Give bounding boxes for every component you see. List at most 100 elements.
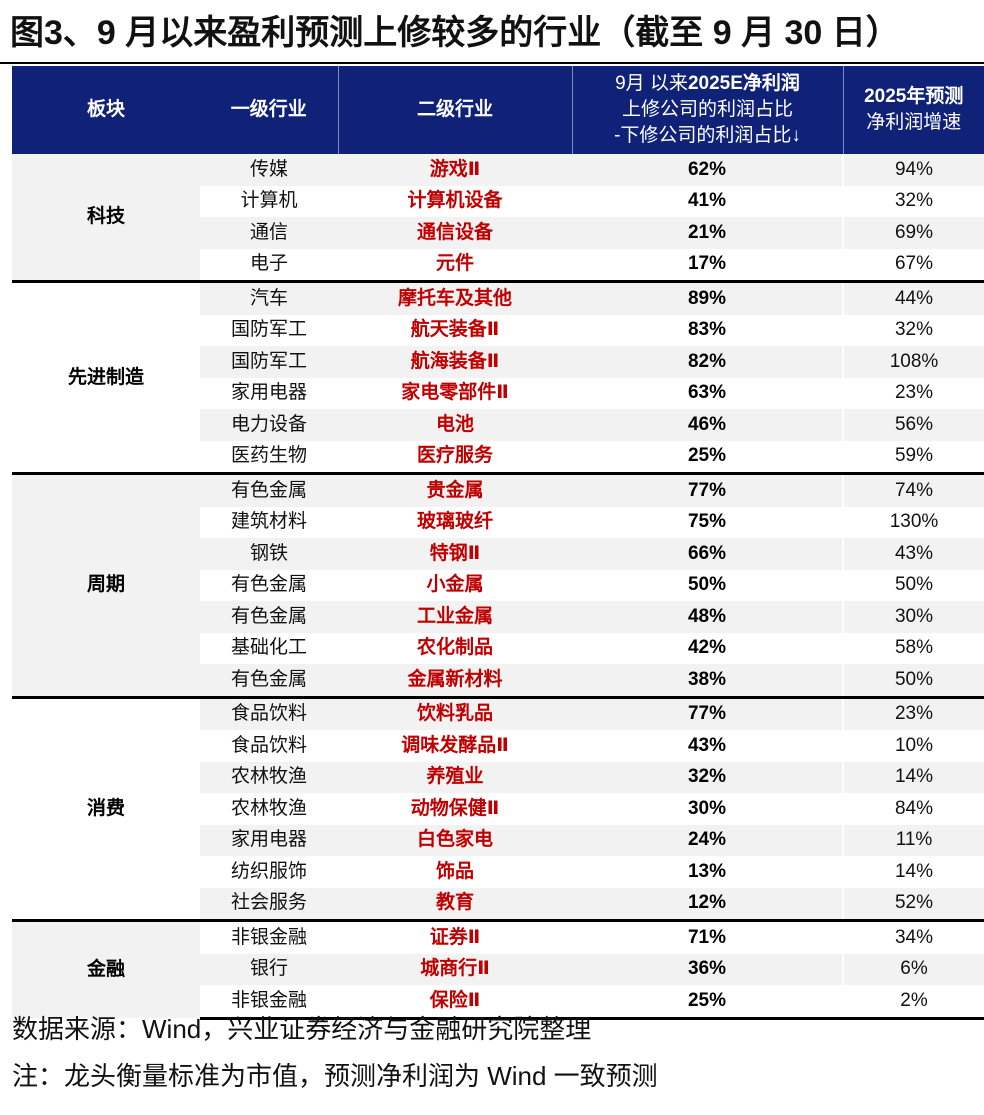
industry-l1-cell: 建筑材料 (200, 506, 338, 538)
industry-l1-cell: 钢铁 (200, 538, 338, 570)
profit-growth-cell: 52% (842, 887, 984, 921)
industry-l2-cell: 饰品 (338, 856, 572, 888)
industry-l2-cell: 饮料乳品 (338, 695, 572, 730)
profit-growth-cell: 130% (842, 506, 984, 538)
industry-l1-cell: 基础化工 (200, 632, 338, 664)
table-row: 电子 元件 17% 67% (12, 248, 984, 282)
revision-ratio-cell: 66% (572, 538, 843, 570)
industry-l2-cell: 摩托车及其他 (338, 280, 572, 315)
profit-growth-cell: 2% (842, 985, 984, 1020)
revision-ratio-cell: 77% (572, 695, 843, 730)
industry-l2-cell: 金属新材料 (338, 664, 572, 697)
profit-growth-cell: 69% (842, 217, 984, 249)
header-revision-line2: 上修公司的利润占比 (621, 99, 793, 120)
revision-ratio-cell: 38% (572, 664, 843, 697)
industry-l1-cell: 食品饮料 (200, 730, 338, 762)
industry-l2-cell: 小金属 (338, 569, 572, 601)
revision-ratio-cell: 77% (572, 472, 843, 507)
industry-l2-cell: 农化制品 (338, 632, 572, 664)
industry-l1-cell: 计算机 (200, 185, 338, 217)
table-row: 周期 有色金属 贵金属 77% 74% (12, 472, 984, 697)
table-row: 金融 非银金融 证券Ⅱ 71% 34% (12, 919, 984, 1018)
industry-l2-cell: 证券Ⅱ (338, 919, 572, 954)
table-row: 科技 传媒 游戏Ⅱ 62% 94% (12, 154, 984, 282)
table-row: 社会服务 教育 12% 52% (12, 887, 984, 921)
industry-l1-cell: 农林牧渔 (200, 761, 338, 793)
profit-growth-cell: 44% (842, 280, 984, 315)
profit-growth-cell: 108% (842, 346, 984, 378)
revision-ratio-cell: 63% (572, 377, 843, 409)
industry-l2-cell: 玻璃玻纤 (338, 506, 572, 538)
industry-l1-cell: 医药生物 (200, 440, 338, 474)
table-row: 银行 城商行Ⅱ 36% 6% (12, 953, 984, 985)
table-row: 基础化工 农化制品 42% 58% (12, 632, 984, 664)
industry-l1-cell: 银行 (200, 953, 338, 985)
table-row: 计算机 计算机设备 41% 32% (12, 185, 984, 217)
header-revision-ratio: 9月 以来2025E净利润 上修公司的利润占比 -下修公司的利润占比↓ (571, 66, 843, 154)
revision-ratio-cell: 62% (572, 154, 843, 186)
sector-cell: 消费 (12, 695, 200, 921)
profit-growth-cell: 6% (842, 953, 984, 985)
table-row: 钢铁 特钢Ⅱ 66% 43% (12, 538, 984, 570)
data-source-note: 数据来源：Wind，兴业证券经济与金融研究院整理 (12, 1014, 592, 1044)
industry-l2-cell: 保险Ⅱ (338, 985, 572, 1020)
profit-growth-cell: 74% (842, 472, 984, 507)
header-profit-growth: 2025年预测 净利润增速 (842, 66, 984, 154)
industry-l2-cell: 游戏Ⅱ (338, 154, 572, 186)
revision-ratio-cell: 30% (572, 793, 843, 825)
industry-l1-cell: 食品饮料 (200, 695, 338, 730)
table-row: 有色金属 金属新材料 38% 50% (12, 664, 984, 697)
header-industry-l1: 一级行业 (200, 66, 338, 154)
revision-ratio-cell: 48% (572, 601, 843, 633)
table-row: 消费 食品饮料 饮料乳品 77% 23% (12, 695, 984, 921)
table-row: 农林牧渔 动物保健Ⅱ 30% 84% (12, 793, 984, 825)
profit-growth-cell: 11% (842, 824, 984, 856)
header-revision-line3: -下修公司的利润占比↓ (614, 125, 801, 146)
industry-l2-cell: 航海装备Ⅱ (338, 346, 572, 378)
industry-l2-cell: 教育 (338, 887, 572, 921)
revision-ratio-cell: 71% (572, 919, 843, 954)
revision-ratio-cell: 32% (572, 761, 843, 793)
revision-ratio-cell: 82% (572, 346, 843, 378)
table-row: 食品饮料 调味发酵品Ⅱ 43% 10% (12, 730, 984, 762)
industry-l1-cell: 传媒 (200, 154, 338, 186)
industry-l1-cell: 有色金属 (200, 664, 338, 697)
revision-ratio-cell: 50% (572, 569, 843, 601)
industry-l2-cell: 元件 (338, 248, 572, 282)
industry-l1-cell: 有色金属 (200, 569, 338, 601)
industry-l2-cell: 工业金属 (338, 601, 572, 633)
profit-growth-cell: 32% (842, 185, 984, 217)
industry-l1-cell: 非银金融 (200, 985, 338, 1020)
sector-cell: 周期 (12, 472, 200, 697)
profit-growth-cell: 23% (842, 695, 984, 730)
revision-ratio-cell: 43% (572, 730, 843, 762)
table-row: 农林牧渔 养殖业 32% 14% (12, 761, 984, 793)
revision-ratio-cell: 24% (572, 824, 843, 856)
industry-l1-cell: 农林牧渔 (200, 793, 338, 825)
profit-growth-cell: 94% (842, 154, 984, 186)
industry-l1-cell: 社会服务 (200, 887, 338, 921)
profit-growth-cell: 43% (842, 538, 984, 570)
table-row: 家用电器 家电零部件Ⅱ 63% 23% (12, 377, 984, 409)
industry-l2-cell: 计算机设备 (338, 185, 572, 217)
revision-ratio-cell: 41% (572, 185, 843, 217)
revision-ratio-cell: 17% (572, 248, 843, 282)
revision-ratio-cell: 75% (572, 506, 843, 538)
header-revision-line1b: 2025E净利润 (687, 73, 800, 94)
industry-l1-cell: 纺织服饰 (200, 856, 338, 888)
industry-l2-cell: 贵金属 (338, 472, 572, 507)
header-growth-line2: 净利润增速 (866, 112, 962, 133)
profit-growth-cell: 59% (842, 440, 984, 474)
profit-growth-cell: 14% (842, 761, 984, 793)
profit-growth-cell: 32% (842, 314, 984, 346)
profit-growth-cell: 84% (842, 793, 984, 825)
industry-l2-cell: 白色家电 (338, 824, 572, 856)
industry-l2-cell: 通信设备 (338, 217, 572, 249)
table-row: 医药生物 医疗服务 25% 59% (12, 440, 984, 474)
revision-table: 板块 一级行业 二级行业 9月 以来2025E净利润 上修公司的利润占比 -下修… (12, 66, 984, 1020)
header-sector: 板块 (12, 66, 200, 154)
profit-growth-cell: 34% (842, 919, 984, 954)
profit-growth-cell: 30% (842, 601, 984, 633)
profit-growth-cell: 10% (842, 730, 984, 762)
industry-l1-cell: 有色金属 (200, 472, 338, 507)
